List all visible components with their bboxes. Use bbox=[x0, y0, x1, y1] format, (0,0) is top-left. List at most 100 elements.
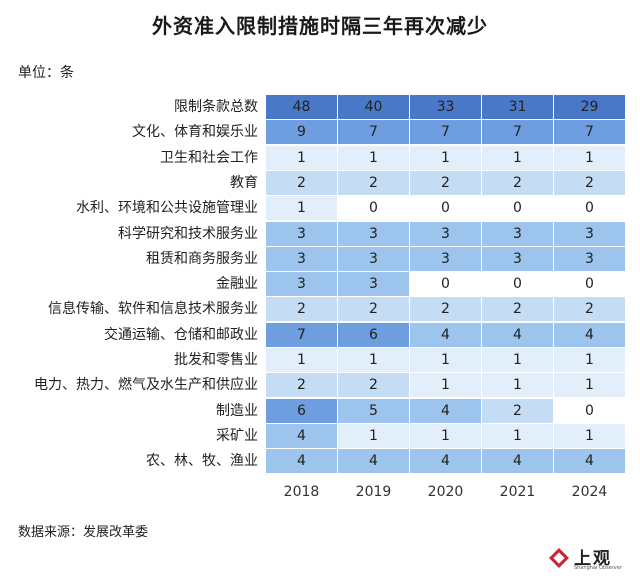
table-cell: 4 bbox=[410, 449, 481, 474]
row-label: 电力、热力、燃气及水生产和供应业 bbox=[34, 377, 258, 394]
row-label: 农、林、牧、渔业 bbox=[146, 453, 258, 470]
table-cell: 2 bbox=[266, 373, 337, 398]
table-cell: 4 bbox=[266, 449, 337, 474]
table-cell: 1 bbox=[554, 373, 625, 398]
table-cell: 1 bbox=[410, 145, 481, 170]
table-cell: 3 bbox=[410, 221, 481, 246]
table-cell: 7 bbox=[338, 120, 409, 145]
table-cell: 29 bbox=[554, 95, 625, 119]
row-label: 交通运输、仓储和邮政业 bbox=[104, 326, 258, 343]
table-cell: 2 bbox=[482, 170, 553, 195]
table-cell: 0 bbox=[554, 398, 625, 423]
table-cell: 1 bbox=[482, 145, 553, 170]
table-cell: 31 bbox=[482, 95, 553, 119]
table-cell: 1 bbox=[554, 348, 625, 372]
table-cell: 2 bbox=[482, 398, 553, 423]
table-cell: 3 bbox=[482, 246, 553, 271]
table-cell: 3 bbox=[338, 221, 409, 246]
table-cell: 2 bbox=[554, 170, 625, 195]
row-label: 租赁和商务服务业 bbox=[146, 250, 258, 267]
logo-subtext: Shanghai Observer bbox=[574, 565, 622, 571]
column-year-label: 2019 bbox=[355, 484, 392, 500]
table-cell: 4 bbox=[554, 449, 625, 474]
table-cell: 0 bbox=[338, 196, 409, 221]
table-cell: 5 bbox=[338, 398, 409, 423]
table-cell: 7 bbox=[266, 322, 337, 347]
row-label: 文化、体育和娱乐业 bbox=[132, 124, 258, 141]
table-cell: 3 bbox=[410, 246, 481, 271]
table-cell: 3 bbox=[554, 246, 625, 271]
row-label: 卫生和社会工作 bbox=[160, 149, 258, 166]
table-cell: 7 bbox=[482, 120, 553, 145]
table-cell: 2 bbox=[410, 170, 481, 195]
column-year-label: 2018 bbox=[283, 484, 320, 500]
table-cell: 0 bbox=[410, 196, 481, 221]
table-cell: 1 bbox=[482, 423, 553, 448]
table-cell: 4 bbox=[482, 322, 553, 347]
table-cell: 3 bbox=[338, 246, 409, 271]
column-year-label: 2020 bbox=[427, 484, 464, 500]
table-cell: 1 bbox=[410, 373, 481, 398]
table-cell: 1 bbox=[338, 348, 409, 372]
table-cell: 33 bbox=[410, 95, 481, 119]
source-note: 数据来源：发展改革委 bbox=[18, 525, 149, 540]
row-label: 水利、环境和公共设施管理业 bbox=[76, 200, 258, 217]
row-label: 限制条款总数 bbox=[174, 99, 258, 115]
table-cell: 3 bbox=[482, 221, 553, 246]
table-cell: 0 bbox=[554, 272, 625, 297]
table-cell: 40 bbox=[338, 95, 409, 119]
table-cell: 2 bbox=[410, 297, 481, 322]
table-cell: 2 bbox=[266, 170, 337, 195]
row-label: 制造业 bbox=[216, 402, 258, 419]
table-cell: 1 bbox=[266, 145, 337, 170]
column-year-label: 2024 bbox=[571, 484, 608, 500]
table-cell: 7 bbox=[554, 120, 625, 145]
table-cell: 1 bbox=[482, 373, 553, 398]
row-label: 批发和零售业 bbox=[174, 352, 258, 368]
table-cell: 3 bbox=[266, 221, 337, 246]
table-cell: 3 bbox=[266, 246, 337, 271]
table-cell: 4 bbox=[554, 322, 625, 347]
table-cell: 6 bbox=[338, 322, 409, 347]
table-cell: 4 bbox=[338, 449, 409, 474]
row-label: 采矿业 bbox=[216, 427, 258, 444]
table-cell: 9 bbox=[266, 120, 337, 145]
table-cell: 6 bbox=[266, 398, 337, 423]
column-year-label: 2021 bbox=[499, 484, 536, 500]
table-cell: 1 bbox=[338, 423, 409, 448]
table-cell: 2 bbox=[266, 297, 337, 322]
table-cell: 1 bbox=[410, 348, 481, 372]
table-cell: 1 bbox=[338, 145, 409, 170]
table-cell: 4 bbox=[266, 423, 337, 448]
row-label: 金融业 bbox=[216, 276, 258, 293]
table-cell: 1 bbox=[266, 348, 337, 372]
publisher-logo: 上观 Shanghai Observer bbox=[548, 545, 622, 573]
row-label: 教育 bbox=[230, 174, 258, 191]
table-cell: 2 bbox=[554, 297, 625, 322]
table-cell: 0 bbox=[554, 196, 625, 221]
logo-icon bbox=[549, 548, 569, 568]
table-cell: 3 bbox=[338, 272, 409, 297]
table-cell: 0 bbox=[410, 272, 481, 297]
table-cell: 48 bbox=[266, 95, 337, 119]
table-cell: 4 bbox=[482, 449, 553, 474]
row-label: 信息传输、软件和信息技术服务业 bbox=[48, 301, 258, 318]
table-cell: 2 bbox=[338, 170, 409, 195]
table-cell: 1 bbox=[482, 348, 553, 372]
table-cell: 4 bbox=[410, 322, 481, 347]
table-cell: 2 bbox=[338, 297, 409, 322]
unit-label: 单位：条 bbox=[18, 65, 74, 81]
table-cell: 0 bbox=[482, 196, 553, 221]
table-cell: 3 bbox=[266, 272, 337, 297]
logo-text: 上观 bbox=[574, 549, 612, 569]
table-cell: 0 bbox=[482, 272, 553, 297]
table-cell: 1 bbox=[554, 145, 625, 170]
table-cell: 3 bbox=[554, 221, 625, 246]
chart-title: 外资准入限制措施时隔三年再次减少 bbox=[152, 14, 488, 38]
table-cell: 7 bbox=[410, 120, 481, 145]
table-cell: 1 bbox=[266, 196, 337, 221]
table-cell: 1 bbox=[410, 423, 481, 448]
table-cell: 4 bbox=[410, 398, 481, 423]
table-cell: 2 bbox=[482, 297, 553, 322]
